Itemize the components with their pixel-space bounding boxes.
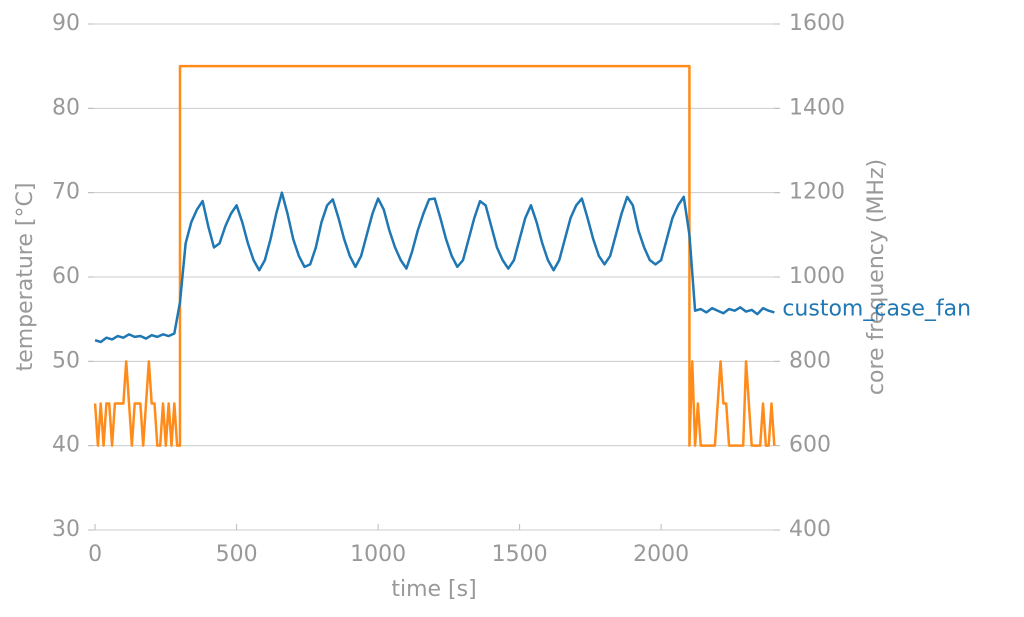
y-tick-label: 60 xyxy=(52,264,80,289)
y2-tick-label: 600 xyxy=(789,433,831,458)
y2-tick-label: 1400 xyxy=(789,95,845,120)
x-tick-label: 0 xyxy=(88,542,102,567)
y-tick-label: 90 xyxy=(52,11,80,36)
x-axis-label: time [s] xyxy=(391,577,476,602)
x-tick-label: 500 xyxy=(216,542,258,567)
y-tick-label: 80 xyxy=(52,95,80,120)
line xyxy=(94,191,775,344)
y2-axis-label: core frequency (MHz) xyxy=(864,159,889,395)
line xyxy=(93,64,776,447)
y-tick-label: 50 xyxy=(52,348,80,373)
y2-tick-label: 400 xyxy=(789,517,831,542)
y2-tick-label: 1200 xyxy=(789,180,845,205)
y2-tick-label: 800 xyxy=(789,348,831,373)
x-tick-label: 1000 xyxy=(350,542,406,567)
y-tick-label: 30 xyxy=(52,517,80,542)
series-label: custom_case_fan xyxy=(782,296,971,321)
y2-tick-label: 1600 xyxy=(789,11,845,36)
y-tick-label: 70 xyxy=(52,180,80,205)
x-tick-label: 2000 xyxy=(633,542,689,567)
y2-tick-label: 1000 xyxy=(789,264,845,289)
y-axis-label: temperature [°C] xyxy=(13,183,38,372)
x-tick-label: 1500 xyxy=(492,542,548,567)
y-tick-label: 40 xyxy=(52,433,80,458)
